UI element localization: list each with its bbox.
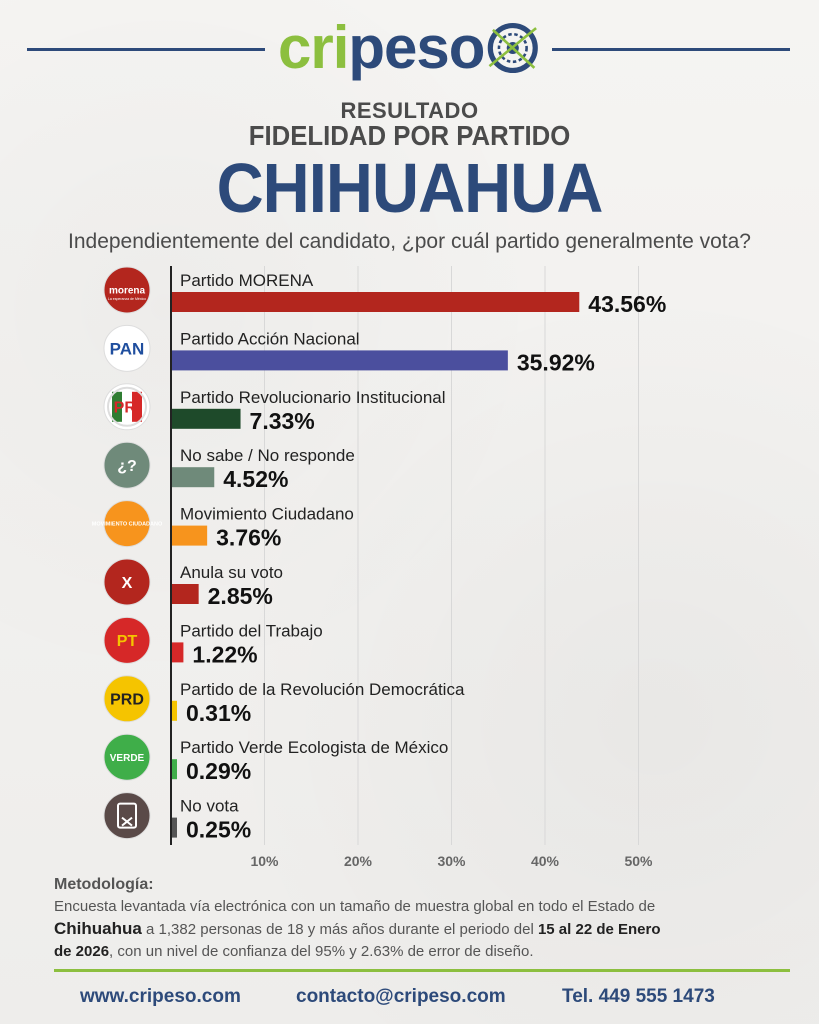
footer-email[interactable]: contacto@cripeso.com — [296, 986, 506, 1007]
bar — [172, 700, 177, 721]
header-divider-left — [27, 48, 265, 51]
value-label: 3.76% — [216, 525, 281, 551]
logo-text-peso: peso — [348, 14, 485, 81]
methodology-text: Encuesta levantada vía electrónica con u… — [54, 896, 774, 963]
movimiento-ciudadano-logo-icon: MOVIMIENTO CIUDADANO — [92, 500, 163, 548]
bar-row: PAN Partido Acción Nacional 35.92% — [103, 324, 595, 375]
footer-phone: Tel. 449 555 1473 — [562, 986, 715, 1007]
bar-row: VERDE Partido Verde Ecologista de México0… — [103, 733, 448, 784]
methodology-state: Chihuahua — [54, 919, 142, 938]
value-label: 1.22% — [192, 641, 257, 667]
icon-text: X — [122, 575, 133, 592]
bar-row: PRD Partido de la Revolución Democrática0… — [103, 675, 465, 726]
icon-text: PT — [117, 633, 138, 650]
category-label: Partido Acción Nacional — [180, 329, 360, 348]
pri-logo-icon: PRI — [103, 383, 151, 431]
icon-subtext: La esperanza de México — [108, 297, 146, 301]
category-label: Anula su voto — [180, 563, 283, 582]
result-label: RESULTADO — [340, 98, 479, 123]
value-label: 4.52% — [223, 466, 288, 492]
value-label: 0.25% — [186, 817, 251, 843]
bar-row: PRI Partido Revolucionario Institucional7… — [103, 383, 446, 434]
footer-divider — [54, 969, 790, 972]
methodology-line1: Encuesta levantada vía electrónica con u… — [54, 898, 656, 915]
bar — [172, 759, 177, 780]
x-mark-icon: X — [103, 558, 151, 606]
value-label: 0.31% — [186, 700, 251, 726]
x-tick-label: 20% — [344, 853, 373, 869]
icon-text: MOVIMIENTO CIUDADANO — [92, 522, 163, 528]
icon-text: ¿? — [117, 458, 137, 475]
value-label: 43.56% — [588, 291, 666, 317]
pt-logo-icon: PT — [103, 616, 151, 664]
bar — [172, 408, 241, 429]
pan-logo-icon: PAN — [103, 324, 151, 372]
category-label: Movimiento Ciudadano — [180, 505, 354, 524]
methodology-year: de 2026 — [54, 943, 110, 960]
bar — [172, 584, 199, 604]
icon-text: VERDE — [110, 753, 145, 764]
bar — [172, 642, 184, 663]
icon-text: PRD — [110, 692, 144, 709]
header-divider-right — [552, 48, 790, 51]
category-label: Partido Revolucionario Institucional — [180, 388, 446, 407]
bar — [172, 525, 208, 546]
value-label: 2.85% — [208, 583, 273, 609]
category-label: Partido de la Revolución Democrática — [180, 680, 465, 699]
verde-logo-icon: VERDE — [103, 733, 151, 781]
category-label: Partido MORENA — [180, 271, 314, 290]
methodology-title: Metodología: — [54, 876, 154, 893]
x-tick-label: 10% — [250, 853, 279, 869]
value-label: 0.29% — [186, 758, 251, 784]
value-label: 7.33% — [250, 408, 315, 434]
bar-row: MOVIMIENTO CIUDADANO Movimiento Ciudadano… — [92, 500, 354, 551]
value-label: 35.92% — [517, 349, 595, 375]
prd-logo-icon: PRD — [103, 675, 151, 723]
bar — [172, 467, 215, 488]
bar — [172, 817, 177, 838]
question-mark-icon: ¿? — [103, 441, 151, 489]
category-label: No vota — [180, 797, 239, 816]
methodology-line2: a 1,382 personas de 18 y más años durant… — [141, 921, 538, 938]
chart-subtitle: FIDELIDAD POR PARTIDO — [248, 120, 571, 151]
logo-text-cri: cri — [278, 14, 349, 81]
category-label: No sabe / No responde — [180, 446, 355, 465]
icon-text: PAN — [110, 340, 145, 359]
bar — [172, 350, 508, 371]
bar — [172, 292, 580, 312]
cripeso-logo: cri peso — [278, 12, 540, 84]
icon-text: morena — [109, 286, 146, 297]
ballot-box-icon — [103, 792, 151, 840]
page-title: CHIHUAHUA — [216, 149, 604, 227]
methodology-block: Metodología: Encuesta levantada vía elec… — [54, 874, 774, 963]
methodology-period: 15 al 22 de Enero — [537, 921, 661, 938]
x-tick-label: 30% — [437, 853, 466, 869]
icon-text: PRI — [114, 400, 141, 417]
category-label: Partido del Trabajo — [180, 621, 323, 640]
footer-website[interactable]: www.cripeso.com — [80, 986, 241, 1007]
category-label: Partido Verde Ecologista de México — [180, 738, 448, 757]
x-tick-label: 40% — [531, 853, 560, 869]
x-tick-label: 50% — [624, 853, 653, 869]
methodology-line3: , con un nivel de confianza del 95% y 2.… — [109, 943, 534, 960]
target-icon — [488, 22, 539, 74]
survey-question: Independientemente del candidato, ¿por c… — [68, 230, 751, 253]
